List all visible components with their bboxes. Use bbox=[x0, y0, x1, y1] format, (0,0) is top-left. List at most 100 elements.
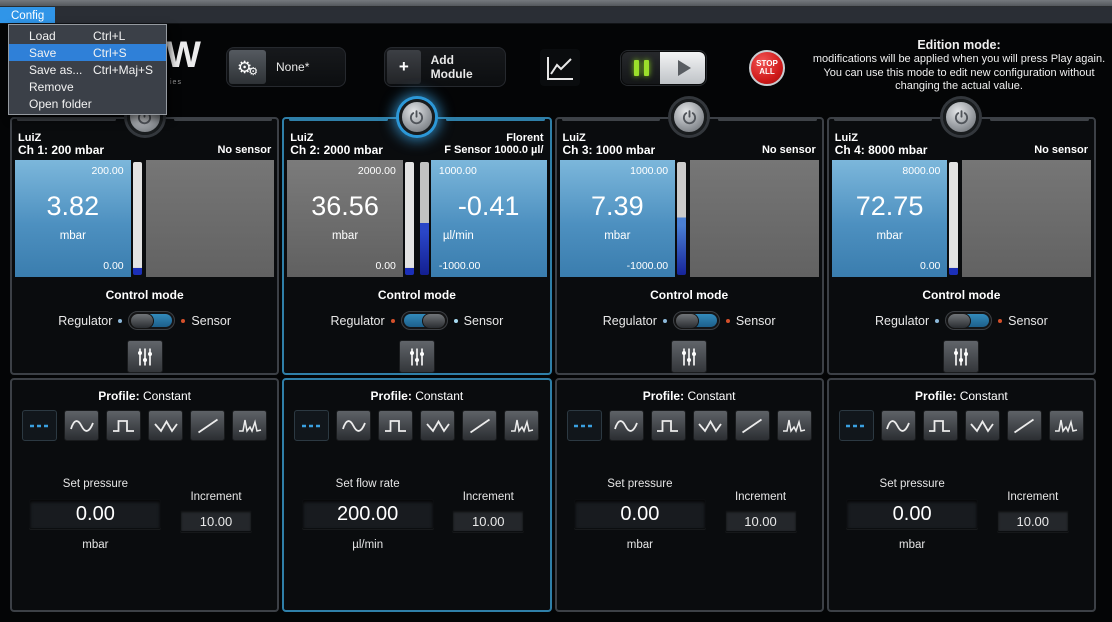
increment-input[interactable]: 10.00 bbox=[724, 510, 797, 532]
tuning-settings-button[interactable] bbox=[671, 340, 708, 373]
setpoint-input[interactable]: 0.00 bbox=[573, 499, 706, 529]
profile-custom-button[interactable] bbox=[1048, 410, 1084, 441]
regulator-dot bbox=[118, 318, 123, 323]
play-pause-toggle bbox=[621, 51, 706, 85]
mode-toggle[interactable] bbox=[945, 311, 993, 330]
sensor-gauge bbox=[962, 160, 1091, 277]
gears-icon: ⚙ ⚙ bbox=[229, 50, 266, 84]
profile-buttons bbox=[284, 410, 549, 441]
menu-item-save[interactable]: Save Ctrl+S bbox=[9, 44, 166, 61]
sensor-mode-label: Sensor bbox=[735, 313, 776, 328]
menu-item-open-folder[interactable]: Open folder bbox=[29, 96, 92, 111]
power-button[interactable] bbox=[943, 99, 980, 135]
setpoint-label: Set pressure bbox=[879, 478, 945, 490]
profile-sine-button[interactable] bbox=[64, 410, 100, 441]
tuning-settings-button[interactable] bbox=[126, 340, 163, 373]
sine-icon bbox=[886, 419, 911, 432]
profile-title: Profile: bbox=[98, 389, 140, 403]
profile-sine-button[interactable] bbox=[880, 410, 916, 441]
profile-square-button[interactable] bbox=[650, 410, 686, 441]
menu-item-load[interactable]: Load Ctrl+L bbox=[9, 27, 166, 44]
profile-sine-button[interactable] bbox=[608, 410, 644, 441]
profile-ramp-button[interactable] bbox=[190, 410, 226, 441]
pressure-slider[interactable] bbox=[949, 162, 959, 275]
increment-label: Increment bbox=[734, 491, 787, 503]
toggle-knob[interactable] bbox=[421, 313, 446, 329]
add-module-label: Add Module bbox=[430, 53, 473, 81]
header-line-right bbox=[718, 118, 817, 121]
profile-title: Profile: bbox=[642, 389, 685, 403]
config-selector-label: None* bbox=[276, 60, 310, 74]
toggle-knob[interactable] bbox=[947, 313, 972, 329]
header-line-right bbox=[445, 118, 545, 121]
increment-input[interactable]: 10.00 bbox=[180, 510, 253, 532]
pressure-slider[interactable] bbox=[677, 162, 687, 275]
profile-triangle-button[interactable] bbox=[692, 410, 728, 441]
profile-constant-button[interactable] bbox=[294, 410, 330, 441]
ramp-icon bbox=[197, 418, 218, 433]
play-icon bbox=[677, 60, 691, 76]
setpoint-input[interactable]: 0.00 bbox=[846, 499, 979, 529]
ramp-icon bbox=[742, 418, 763, 433]
channel-label: Ch 4: 8000 mbar bbox=[834, 143, 928, 157]
profile-triangle-button[interactable] bbox=[964, 410, 1000, 441]
pressure-value: 36.56 bbox=[311, 191, 379, 221]
menu-item-save-as[interactable]: Save as... Ctrl+Maj+S bbox=[9, 61, 166, 78]
profile-sine-button[interactable] bbox=[336, 410, 372, 441]
gauges: 8000.00 72.75 mbar 0.00 bbox=[831, 160, 1091, 277]
mode-toggle[interactable] bbox=[672, 311, 720, 330]
profile-buttons bbox=[829, 410, 1094, 441]
profile-square-button[interactable] bbox=[106, 410, 142, 441]
tuning-settings-button[interactable] bbox=[398, 340, 435, 373]
pressure-unit: mbar bbox=[331, 230, 359, 242]
profile-triangle-button[interactable] bbox=[148, 410, 184, 441]
power-button[interactable] bbox=[398, 99, 435, 135]
setpoint-input[interactable]: 0.00 bbox=[29, 499, 162, 529]
pressure-slider[interactable] bbox=[132, 162, 142, 275]
edition-mode-title: Edition mode: bbox=[917, 38, 1001, 52]
sensor-slider[interactable] bbox=[419, 162, 429, 275]
stop-all-line2: ALL bbox=[759, 67, 775, 76]
profile-constant-button[interactable] bbox=[566, 410, 602, 441]
pressure-slider[interactable] bbox=[404, 162, 414, 275]
setpoint-input[interactable]: 200.00 bbox=[301, 499, 434, 529]
increment-input[interactable]: 10.00 bbox=[452, 510, 525, 532]
menu-config[interactable]: Config bbox=[0, 7, 56, 23]
profile-ramp-button[interactable] bbox=[734, 410, 770, 441]
profile-constant-button[interactable] bbox=[22, 410, 58, 441]
stop-all-button[interactable]: STOP ALL bbox=[749, 50, 785, 86]
constant-icon bbox=[301, 424, 322, 427]
channel-panel: LuiZ Ch 1: 200 mbar No sensor 200.00 3.8… bbox=[10, 99, 280, 612]
pressure-min-label: -1000.00 bbox=[626, 260, 669, 272]
increment-input[interactable]: 10.00 bbox=[996, 510, 1069, 532]
sliders-icon bbox=[409, 348, 424, 365]
profile-custom-button[interactable] bbox=[504, 410, 540, 441]
play-button[interactable] bbox=[660, 52, 705, 84]
square-wave-icon bbox=[929, 419, 951, 432]
toggle-knob[interactable] bbox=[674, 313, 699, 329]
chart-view-button[interactable] bbox=[540, 49, 580, 86]
mode-toggle[interactable] bbox=[128, 311, 176, 330]
profile-square-button[interactable] bbox=[378, 410, 414, 441]
control-mode-title: Control mode bbox=[377, 288, 456, 302]
regulator-label: Regulator bbox=[874, 313, 930, 328]
profile-triangle-button[interactable] bbox=[420, 410, 456, 441]
toggle-knob[interactable] bbox=[130, 313, 155, 329]
profile-ramp-button[interactable] bbox=[1006, 410, 1042, 441]
profile-constant-button[interactable] bbox=[838, 410, 874, 441]
device-name: LuiZ bbox=[290, 132, 314, 144]
power-button[interactable] bbox=[671, 99, 708, 135]
menu-item-remove[interactable]: Remove bbox=[29, 79, 74, 94]
custom-pulse-icon bbox=[510, 418, 534, 433]
profile-custom-button[interactable] bbox=[776, 410, 812, 441]
profile-box: Profile: Constant bbox=[10, 378, 280, 612]
tuning-settings-button[interactable] bbox=[943, 340, 980, 373]
pressure-gauge-display: 200.00 3.82 mbar 0.00 bbox=[15, 160, 131, 277]
add-module-button[interactable]: + Add Module bbox=[384, 47, 506, 87]
profile-square-button[interactable] bbox=[922, 410, 958, 441]
mode-toggle[interactable] bbox=[400, 311, 448, 330]
config-selector-button[interactable]: ⚙ ⚙ None* bbox=[226, 47, 346, 87]
profile-ramp-button[interactable] bbox=[462, 410, 498, 441]
pause-button[interactable] bbox=[622, 52, 660, 84]
profile-custom-button[interactable] bbox=[232, 410, 268, 441]
